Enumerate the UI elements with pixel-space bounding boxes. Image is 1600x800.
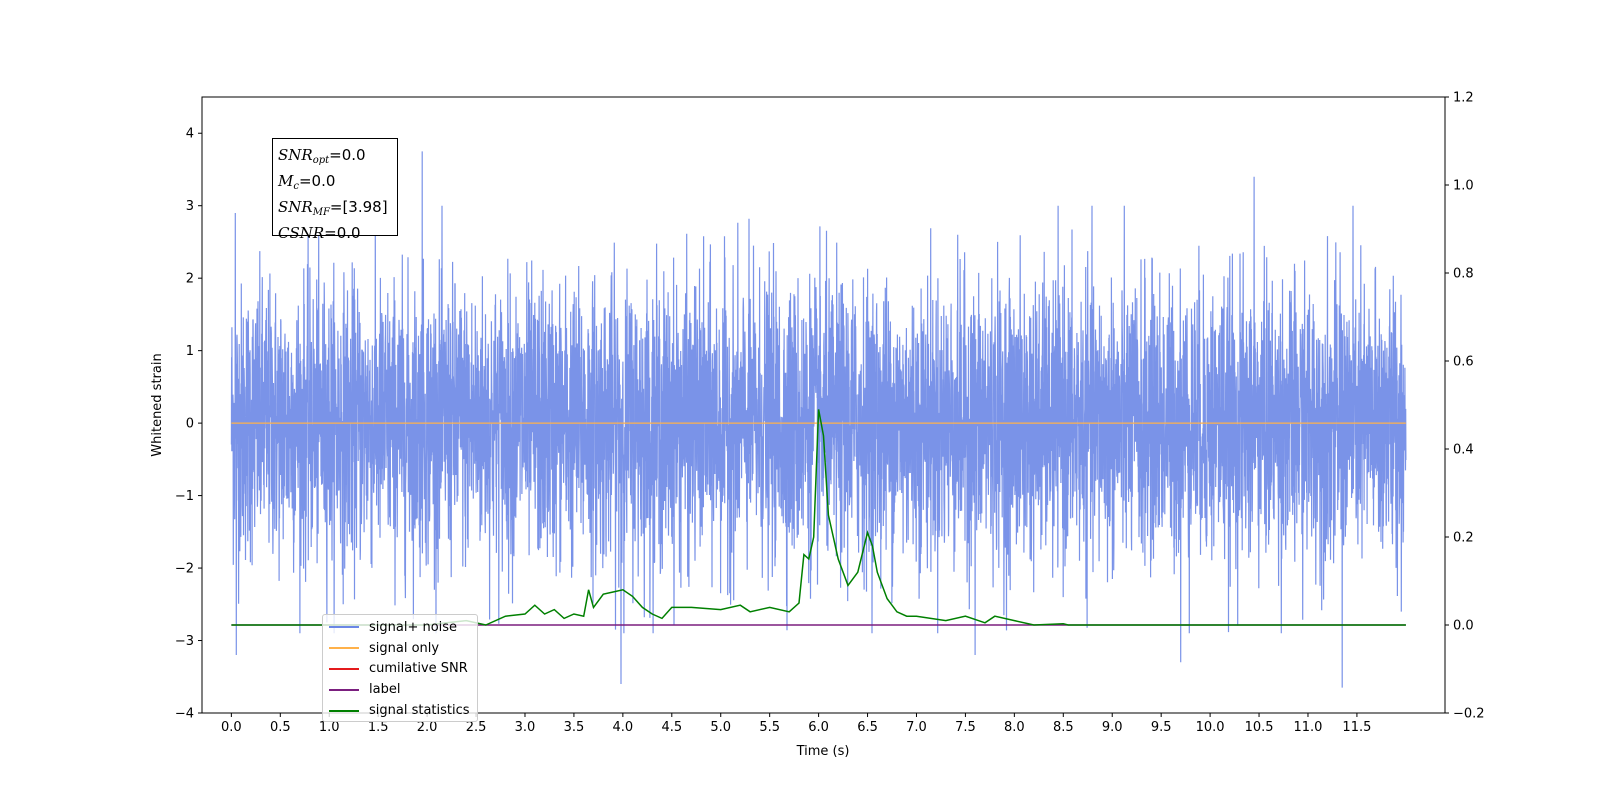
csnr-symbol: CSNR (278, 224, 325, 242)
legend-label: label (369, 682, 401, 698)
snr-mf-value: =[3.98] (329, 198, 388, 216)
y2-tick-label: 1.0 (1453, 179, 1474, 194)
y-tick-label: −2 (175, 562, 194, 577)
x-tick-label: 1.0 (319, 720, 340, 735)
x-tick-label: 9.5 (1151, 720, 1172, 735)
stats-annotation-box: SNRopt=0.0 Mc=0.0 SNRMF=[3.98] CSNR=0.0 (272, 138, 398, 242)
y2-tick-label: 0.2 (1453, 531, 1474, 546)
x-tick-label: 7.5 (955, 720, 976, 735)
x-tick-label: 6.5 (857, 720, 878, 735)
y2-tick-label: 0.6 (1453, 355, 1474, 370)
x-axis-label: Time (s) (796, 744, 850, 759)
x-tick-label: 10.0 (1196, 720, 1225, 735)
x-tick-label: 6.0 (808, 720, 829, 735)
x-tick-label: 2.5 (466, 720, 487, 735)
axes-frame (201, 96, 1446, 714)
chart-legend: signal+ noise signal only cumilative SNR… (322, 614, 478, 722)
legend-label: signal only (369, 640, 440, 656)
y2-tick-label: 0.0 (1453, 619, 1474, 634)
y-tick-label: 4 (186, 127, 194, 142)
y-axis-left: 4 3 2 1 0 −1 −2 −3 −4 (175, 127, 202, 722)
legend-label: signal+ noise (369, 619, 458, 635)
legend-swatch (329, 626, 359, 629)
y-tick-label: −4 (175, 707, 194, 722)
x-tick-label: 11.5 (1342, 720, 1371, 735)
x-axis: 0.0 0.5 1.0 1.5 2.0 2.5 3.0 3.5 4.0 4.5 5.0 5.5 6.0 6… (221, 713, 1371, 735)
legend-item-signal-only: signal only (327, 638, 477, 659)
plot-area (230, 151, 1407, 688)
x-tick-label: 7.0 (906, 720, 927, 735)
legend-swatch (329, 688, 359, 691)
csnr-value: =0.0 (324, 224, 361, 242)
legend-swatch (329, 709, 359, 712)
legend-swatch (329, 647, 359, 650)
legend-item-label: label (327, 679, 477, 700)
y2-tick-label: 1.2 (1453, 91, 1474, 106)
x-tick-label: 5.0 (710, 720, 731, 735)
mc-symbol: M (278, 172, 294, 190)
y-axis-right: 1.2 1.0 0.8 0.6 0.4 0.2 0.0 −0.2 (1445, 91, 1485, 722)
mc-value: =0.0 (298, 172, 336, 190)
y-tick-label: 0 (186, 417, 194, 432)
snr-opt-subscript: opt (312, 155, 330, 166)
y2-tick-label: −0.2 (1453, 707, 1485, 722)
y-tick-label: −1 (175, 489, 194, 504)
x-tick-label: 3.0 (515, 720, 536, 735)
x-tick-label: 8.0 (1004, 720, 1025, 735)
snr-opt-value: =0.0 (329, 146, 366, 164)
x-tick-label: 4.0 (613, 720, 634, 735)
y-axis-label: Whitened strain (150, 353, 165, 456)
y2-tick-label: 0.8 (1453, 267, 1474, 282)
x-tick-label: 4.5 (661, 720, 682, 735)
legend-item-signal-noise: signal+ noise (327, 617, 477, 638)
x-tick-label: 1.5 (368, 720, 389, 735)
x-tick-label: 0.5 (270, 720, 291, 735)
legend-swatch (329, 667, 359, 670)
snr-mf-row: SNRMF=[3.98] (278, 197, 397, 223)
csnr-row: CSNR=0.0 (278, 223, 397, 244)
y-tick-label: 3 (186, 199, 194, 214)
x-tick-label: 2.0 (417, 720, 438, 735)
legend-item-cumulative-snr: cumilative SNR (327, 659, 477, 680)
x-tick-label: 8.5 (1053, 720, 1074, 735)
series-line-signal-statistics (231, 409, 1406, 626)
series-line-signal-noise (230, 151, 1407, 688)
x-tick-label: 0.0 (221, 720, 242, 735)
legend-item-signal-statistics: signal statistics (327, 700, 477, 721)
snr-opt-symbol: SNR (278, 146, 313, 164)
snr-mf-subscript: MF (312, 207, 330, 218)
x-tick-label: 11.0 (1293, 720, 1322, 735)
mc-row: Mc=0.0 (278, 171, 397, 197)
x-tick-label: 5.5 (759, 720, 780, 735)
y-tick-label: 2 (186, 272, 194, 287)
legend-label: signal statistics (369, 703, 470, 719)
y-tick-label: −3 (175, 634, 194, 649)
x-tick-label: 9.0 (1102, 720, 1123, 735)
snr-opt-row: SNRopt=0.0 (278, 145, 397, 171)
y2-tick-label: 0.4 (1453, 443, 1474, 458)
mc-subscript: c (293, 181, 299, 192)
legend-label: cumilative SNR (369, 661, 468, 677)
y-tick-label: 1 (186, 344, 194, 359)
x-tick-label: 10.5 (1245, 720, 1274, 735)
x-tick-label: 3.5 (564, 720, 585, 735)
snr-mf-symbol: SNR (278, 198, 313, 216)
